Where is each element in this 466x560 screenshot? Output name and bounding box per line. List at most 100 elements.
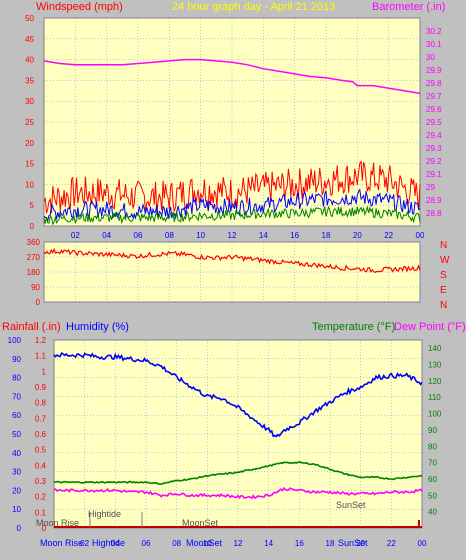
rainfall-tick-label: 0.4 bbox=[35, 461, 47, 470]
humidity-tick-label: 60 bbox=[12, 411, 21, 420]
bottom-moon-rise-label: Moon Rise bbox=[40, 538, 83, 548]
windspeed-tick-label: 40 bbox=[25, 56, 34, 65]
barometer-tick-label: 29.3 bbox=[426, 144, 442, 153]
bottom-time-tick-label: 20 bbox=[356, 539, 365, 548]
temperature-tick-label: 120 bbox=[428, 377, 442, 386]
barometer-tick-label: 30.1 bbox=[426, 40, 442, 49]
humidity-tick-label: 70 bbox=[12, 392, 21, 401]
bottom-time-tick-label: 16 bbox=[295, 539, 304, 548]
humidity-line bbox=[53, 351, 423, 438]
windspeed-tick-label: 25 bbox=[25, 118, 34, 127]
bottom-time-tick-label: 18 bbox=[326, 539, 335, 548]
wind-direction-line bbox=[43, 247, 421, 273]
moonset-label: MoonSet bbox=[182, 518, 219, 528]
temperature-tick-label: 140 bbox=[428, 344, 442, 353]
time-axis-ticks: 02 04 06 08 10 12 14 16 18 20 22 00 bbox=[71, 231, 425, 240]
bottom-time-tick-label: 04 bbox=[111, 539, 120, 548]
windspeed-ticks: 0 5 10 15 20 25 30 35 40 45 50 bbox=[25, 14, 34, 231]
direction-tick-label: 270 bbox=[27, 253, 41, 262]
time-tick-label: 12 bbox=[228, 231, 237, 240]
barometer-tick-label: 29.1 bbox=[426, 170, 442, 179]
humidity-tick-label: 10 bbox=[12, 505, 21, 514]
windspeed-low-line bbox=[43, 205, 421, 226]
bottom-time-tick-label: 14 bbox=[264, 539, 273, 548]
moon-rise-label: Moon Rise bbox=[36, 518, 79, 528]
compass-label: S bbox=[440, 270, 447, 281]
bottom-time-tick-label: 22 bbox=[387, 539, 396, 548]
windspeed-tick-label: 10 bbox=[25, 180, 34, 189]
rainfall-tick-label: 1.2 bbox=[35, 336, 47, 345]
barometer-tick-label: 28.9 bbox=[426, 196, 442, 205]
humidity-tick-label: 100 bbox=[8, 336, 22, 345]
rainfall-tick-label: 0 bbox=[42, 524, 47, 533]
humidity-tick-label: 80 bbox=[12, 374, 21, 383]
bottom-moonset-label: MoonSet bbox=[186, 538, 223, 548]
direction-tick-label: 360 bbox=[27, 238, 41, 247]
temperature-tick-label: 70 bbox=[428, 459, 437, 468]
barometer-line bbox=[43, 58, 421, 95]
time-tick-label: 16 bbox=[290, 231, 299, 240]
time-tick-label: 02 bbox=[71, 231, 80, 240]
wind-baro-plot-area bbox=[43, 17, 421, 227]
barometer-tick-label: 29.7 bbox=[426, 92, 442, 101]
humidity-tick-label: 40 bbox=[12, 449, 21, 458]
rainfall-tick-label: 0.2 bbox=[35, 493, 47, 502]
rainfall-tick-label: 1 bbox=[42, 367, 47, 376]
time-tick-label: 14 bbox=[259, 231, 268, 240]
barometer-tick-label: 29.8 bbox=[426, 79, 442, 88]
windspeed-tick-label: 30 bbox=[25, 97, 34, 106]
humidity-tick-label: 0 bbox=[17, 524, 22, 533]
dewpoint-line bbox=[53, 486, 423, 500]
direction-tick-label: 180 bbox=[27, 268, 41, 277]
compass-label: W bbox=[440, 255, 450, 266]
rainfall-axis-label: Rainfall (.in) bbox=[2, 321, 61, 333]
temperature-tick-label: 40 bbox=[428, 508, 437, 517]
barometer-tick-label: 29.5 bbox=[426, 118, 442, 127]
windspeed-tick-label: 50 bbox=[25, 14, 34, 23]
barometer-tick-label: 30 bbox=[426, 53, 435, 62]
compass-label: N bbox=[440, 240, 447, 251]
temperature-tick-label: 130 bbox=[428, 361, 442, 370]
bottom-time-tick-label: 08 bbox=[172, 539, 181, 548]
temperature-tick-label: 100 bbox=[428, 410, 442, 419]
sunset-label: SunSet bbox=[336, 500, 366, 510]
rainfall-tick-label: 0.8 bbox=[35, 399, 47, 408]
barometer-tick-label: 29.2 bbox=[426, 157, 442, 166]
rainfall-tick-label: 0.9 bbox=[35, 383, 47, 392]
humidity-tick-label: 90 bbox=[12, 355, 21, 364]
windspeed-tick-label: 35 bbox=[25, 76, 34, 85]
windspeed-tick-label: 0 bbox=[30, 222, 35, 231]
temperature-line bbox=[54, 461, 423, 486]
temperature-tick-label: 90 bbox=[428, 426, 437, 435]
barometer-tick-label: 29 bbox=[426, 183, 435, 192]
rainfall-tick-label: 1.1 bbox=[35, 352, 47, 361]
bottom-sunset-label: SunSet bbox=[338, 538, 368, 548]
compass-label: N bbox=[440, 300, 447, 311]
compass-label: E bbox=[440, 285, 447, 296]
hightide-label: Hightide bbox=[88, 509, 121, 519]
temperature-tick-label: 80 bbox=[428, 442, 437, 451]
barometer-tick-label: 29.6 bbox=[426, 105, 442, 114]
rainfall-tick-label: 0.1 bbox=[35, 508, 47, 517]
humidity-axis-label: Humidity (%) bbox=[66, 321, 129, 333]
temperature-tick-label: 50 bbox=[428, 491, 437, 500]
wind-direction-series bbox=[43, 247, 421, 273]
windspeed-avg-line bbox=[43, 188, 421, 223]
rainfall-tick-label: 0.7 bbox=[35, 414, 47, 423]
rainfall-tick-label: 0.5 bbox=[35, 446, 47, 455]
time-tick-label: 10 bbox=[196, 231, 205, 240]
windspeed-tick-label: 20 bbox=[25, 139, 34, 148]
temperature-axis-label: Temperature (°F) bbox=[312, 321, 395, 333]
bottom-time-tick-label: 02 bbox=[80, 539, 89, 548]
windspeed-tick-label: 45 bbox=[25, 35, 34, 44]
humidity-tick-label: 30 bbox=[12, 468, 21, 477]
bottom-time-tick-label: 10 bbox=[203, 539, 212, 548]
bottom-time-axis-ticks: 02 04 06 08 10 12 14 16 18 20 22 00 bbox=[80, 539, 427, 548]
barometer-tick-label: 29.4 bbox=[426, 131, 442, 140]
humidity-tick-label: 20 bbox=[12, 486, 21, 495]
windspeed-tick-label: 5 bbox=[30, 201, 35, 210]
time-tick-label: 06 bbox=[134, 231, 143, 240]
chart-title: 24 hour graph day - April 21 2013 bbox=[172, 1, 335, 13]
